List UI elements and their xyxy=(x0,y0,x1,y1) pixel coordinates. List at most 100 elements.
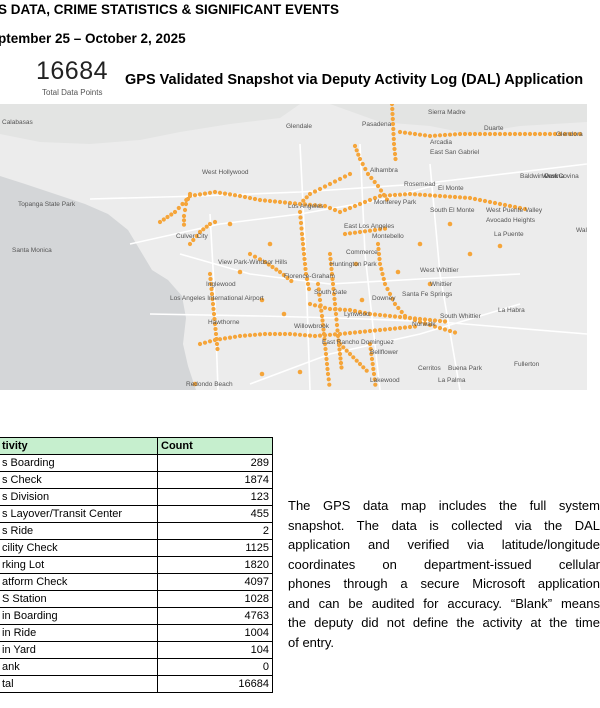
gps-point xyxy=(227,192,233,197)
description-line: coordinates on department-issued cellula… xyxy=(288,556,600,572)
map-place-label: Calabasas xyxy=(2,119,33,126)
gps-point xyxy=(375,183,381,189)
gps-point xyxy=(507,203,513,209)
map-place-label: Cerritos xyxy=(418,365,442,372)
count-cell: 104 xyxy=(157,641,273,659)
gps-point xyxy=(210,301,216,307)
activity-cell: S Station xyxy=(0,590,158,608)
gps-point xyxy=(338,360,344,366)
gps-point xyxy=(390,116,395,122)
map-place-label: East Rancho Dominguez xyxy=(322,339,394,346)
gps-point xyxy=(176,205,181,211)
map-place-label: Covina xyxy=(544,173,565,180)
gps-point xyxy=(259,371,265,377)
gps-point xyxy=(197,229,203,235)
gps-point xyxy=(354,148,359,153)
gps-point xyxy=(227,335,233,340)
gps-point xyxy=(397,314,403,320)
gps-point xyxy=(369,351,374,357)
map-place-label: Duarte xyxy=(484,125,504,132)
map-place-label: Hawthorne xyxy=(208,319,240,326)
gps-point xyxy=(181,218,187,223)
gps-point xyxy=(482,198,488,204)
gps-point xyxy=(377,227,383,232)
gps-point xyxy=(214,341,220,347)
gps-point xyxy=(232,193,238,198)
map-place-label: El Monte xyxy=(438,185,464,192)
gps-point xyxy=(402,192,408,197)
gps-point xyxy=(292,332,298,337)
gps-point xyxy=(397,129,403,135)
table-row: cility Check 1125 xyxy=(0,539,273,557)
gps-point xyxy=(329,271,335,277)
road xyxy=(89,163,587,200)
gps-point xyxy=(372,312,378,317)
gps-point xyxy=(364,368,369,373)
gps-point xyxy=(262,259,268,265)
gps-point xyxy=(377,193,383,199)
total-data-points-value: 16684 xyxy=(36,57,109,85)
gps-point xyxy=(297,369,303,375)
gps-point xyxy=(211,306,216,312)
gps-point xyxy=(547,131,553,137)
gps-point xyxy=(267,241,273,247)
gps-point xyxy=(427,133,433,139)
gps-point xyxy=(542,131,548,137)
gps-point xyxy=(432,193,438,198)
gps-point xyxy=(274,267,279,272)
gps-point xyxy=(242,333,248,338)
gps-point xyxy=(287,200,293,206)
gps-point xyxy=(272,331,278,337)
gps-point xyxy=(303,266,308,272)
gps-point xyxy=(302,256,307,262)
map-place-label: Inglewood xyxy=(206,281,236,288)
gps-point xyxy=(369,175,374,181)
gps-point xyxy=(237,269,243,275)
gps-point xyxy=(427,193,433,198)
gps-point xyxy=(369,356,375,362)
gps-point xyxy=(352,143,358,149)
map-place-label: La Habra xyxy=(498,307,525,314)
count-cell: 1125 xyxy=(157,539,273,557)
gps-point xyxy=(370,361,375,367)
gps-point xyxy=(417,132,423,137)
gps-point xyxy=(213,331,219,337)
activity-cell: s Layover/Transit Center xyxy=(0,505,158,523)
gps-point xyxy=(373,382,378,387)
gps-point xyxy=(362,229,368,234)
map-place-label: Los Angeles xyxy=(288,203,324,210)
gps-point xyxy=(332,207,338,213)
gps-point xyxy=(281,272,286,278)
gps-point xyxy=(517,205,523,211)
gps-point xyxy=(417,316,423,322)
gps-point xyxy=(482,131,488,137)
gps-point xyxy=(222,191,228,196)
map-place-label: Florence-Graham xyxy=(284,273,335,280)
activity-cell: ank xyxy=(0,658,158,676)
gps-point xyxy=(417,241,423,247)
gps-point xyxy=(552,131,558,137)
gps-point xyxy=(332,296,337,302)
gps-point xyxy=(447,328,453,334)
gps-point xyxy=(317,333,323,338)
gps-point xyxy=(379,266,384,272)
gps-point xyxy=(397,325,403,331)
gps-point xyxy=(382,313,388,318)
gps-point xyxy=(372,195,378,201)
gps-point xyxy=(512,204,518,210)
map-place-label: Glendale xyxy=(286,123,312,130)
gps-point xyxy=(407,315,413,321)
gps-point xyxy=(377,261,383,267)
map-place-label: Santa Fe Springs xyxy=(402,291,453,298)
gps-point xyxy=(247,333,253,338)
gps-point xyxy=(337,341,343,347)
gps-point xyxy=(211,311,217,317)
gps-point xyxy=(376,246,381,252)
gps-point xyxy=(320,322,326,328)
gps-point xyxy=(247,195,253,201)
count-cell: 455 xyxy=(157,505,273,523)
gps-point xyxy=(192,381,198,387)
gps-point xyxy=(477,131,483,137)
gps-point xyxy=(396,305,401,311)
gps-point xyxy=(315,281,321,287)
